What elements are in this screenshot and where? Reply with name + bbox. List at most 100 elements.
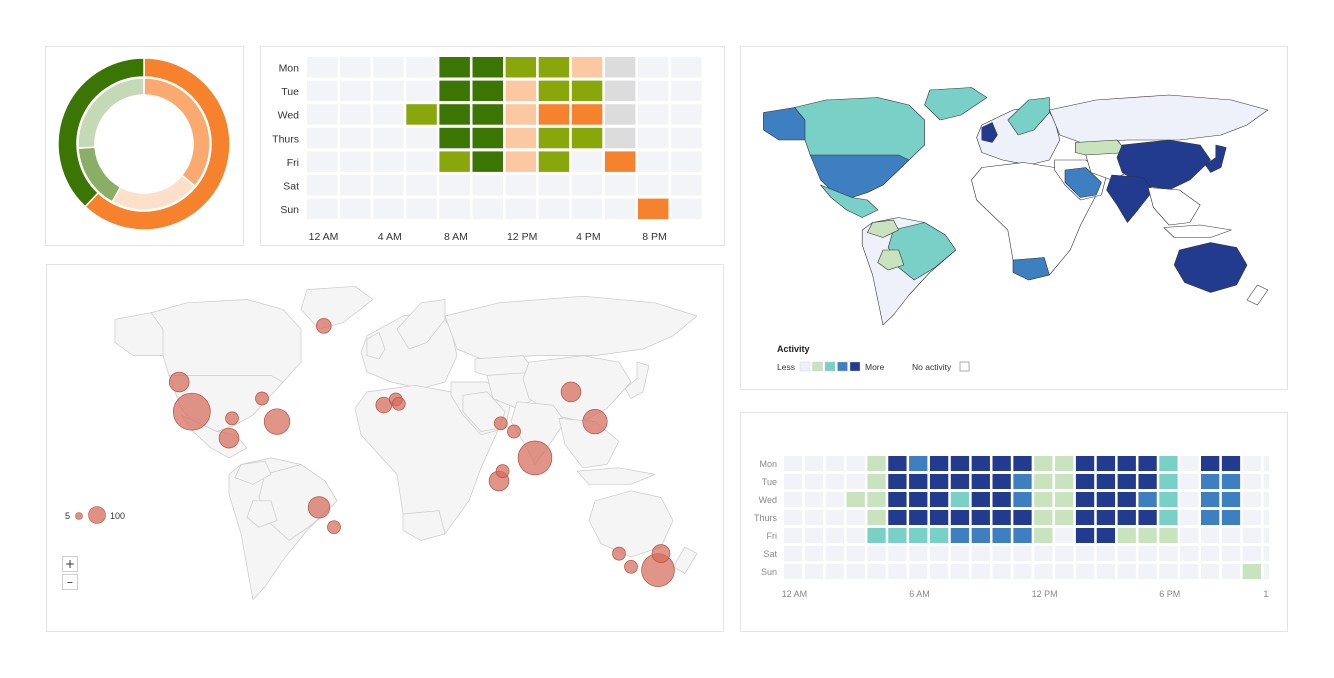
heatmap-cell <box>929 546 949 561</box>
size-legend-small-circle <box>75 512 83 520</box>
heatmap-cell <box>373 127 404 149</box>
heatmap-cell <box>1180 492 1199 507</box>
heatmap-cell <box>1075 456 1095 471</box>
heatmap-cell <box>1096 564 1116 579</box>
heatmap-cell <box>1096 528 1116 543</box>
heatmap-cell <box>1034 546 1053 561</box>
hour-tick-label: 12 AM <box>309 231 339 243</box>
heatmap-cell <box>1117 528 1136 543</box>
heatmap-cell <box>909 546 928 561</box>
heatmap-cell <box>909 456 928 471</box>
heatmap-cell <box>1263 528 1269 543</box>
zoom-out-button[interactable]: – <box>62 574 78 590</box>
region-indonesia <box>1163 224 1232 238</box>
heatmap-cell <box>1263 546 1269 561</box>
donut-inner-slice-4 <box>77 77 145 149</box>
heatmap-cell <box>604 57 636 78</box>
heatmap-cell <box>846 456 865 471</box>
map-regions <box>763 87 1269 326</box>
heatmap-cell <box>671 175 702 196</box>
region-russia <box>1049 94 1269 143</box>
heatmap-cell <box>307 127 338 149</box>
heatmap-cell <box>1055 528 1074 543</box>
heatmap-cell <box>992 528 1011 543</box>
heatmap-cell <box>1263 564 1269 579</box>
legend-no-activity-swatch <box>959 361 970 372</box>
bubble-map-panel: 5 100 + – <box>46 264 724 632</box>
heatmap-cell <box>1138 456 1157 471</box>
heatmap-cell <box>1117 510 1136 525</box>
zoom-in-button[interactable]: + <box>62 556 78 572</box>
heatmap-cell <box>971 474 990 489</box>
heatmap-cell <box>1075 492 1095 507</box>
heatmap-cell <box>604 175 636 196</box>
heatmap-cell <box>1159 564 1178 579</box>
heatmap-cell <box>538 198 570 220</box>
heatmap-cell <box>505 57 537 78</box>
heatmap-cell <box>929 474 949 489</box>
heatmap-cell <box>1201 564 1220 579</box>
bubble-vancouver <box>168 371 190 393</box>
heatmap-cell <box>1096 492 1116 507</box>
bubble-texas <box>218 427 240 449</box>
heatmap-cell <box>867 546 886 561</box>
activity-legend-title: Activity <box>777 344 810 354</box>
heatmap-cell <box>846 564 865 579</box>
heatmap-cell <box>638 127 669 149</box>
bubble-delhi <box>507 424 521 439</box>
heatmap-cell <box>909 492 928 507</box>
heatmap-cell <box>472 57 503 78</box>
heatmap-cell <box>1201 528 1220 543</box>
bubble-toronto <box>255 391 269 406</box>
land-japan <box>624 361 650 399</box>
heatmap-cell <box>971 564 990 579</box>
heatmap-cell <box>406 57 437 78</box>
heatmap-cell <box>307 175 338 196</box>
bubble-kenya-north <box>495 464 510 478</box>
bubble-new-york <box>263 408 291 435</box>
heatmap-cell <box>307 151 338 172</box>
heatmap-cell <box>1013 474 1032 489</box>
heatmap-cell <box>1034 474 1053 489</box>
heatmap-cell <box>929 492 949 507</box>
heatmap-cell <box>1096 546 1116 561</box>
heatmap-cell <box>950 546 970 561</box>
heatmap-cell <box>1075 510 1095 525</box>
heatmap-cell <box>340 104 371 125</box>
heatmap-cell <box>1242 510 1261 525</box>
heatmap-cell <box>867 528 886 543</box>
heatmap-cell <box>846 492 865 507</box>
heatmap-cell <box>971 492 990 507</box>
heatmap-cell <box>846 474 865 489</box>
heatmap-cell <box>992 510 1011 525</box>
heatmap-cell <box>1055 510 1074 525</box>
land-south-africa <box>402 510 446 541</box>
region-new-zealand <box>1246 284 1269 306</box>
heatmap-cell <box>950 474 970 489</box>
heatmap-cell <box>538 104 570 125</box>
heatmap-cell <box>472 127 503 149</box>
heatmap-cell <box>1034 510 1053 525</box>
bubble-dubai <box>493 416 508 431</box>
heatmap-cell <box>1159 456 1178 471</box>
bubble-mumbai <box>517 440 553 476</box>
heatmap-cell <box>888 474 907 489</box>
heatmap-cell <box>1242 546 1261 561</box>
heatmap-cell <box>1013 564 1032 579</box>
heatmap-cell <box>1159 546 1178 561</box>
heatmap-cell <box>472 198 503 220</box>
heatmap-cell <box>804 564 824 579</box>
heatmap-cell <box>340 127 371 149</box>
heatmap-cell <box>992 456 1011 471</box>
heatmap-cell <box>638 151 669 172</box>
heatmap-cell <box>825 474 844 489</box>
heatmap-cell <box>307 80 338 102</box>
day-label: Tue <box>281 86 299 98</box>
heatmap-cell <box>1117 564 1136 579</box>
heatmap-cell <box>1075 564 1095 579</box>
bubble-adelaide <box>624 559 638 574</box>
heatmap-cell <box>992 546 1011 561</box>
heatmap-cell <box>340 57 371 78</box>
heatmap-cell <box>1096 456 1116 471</box>
heatmap-cell <box>472 175 503 196</box>
